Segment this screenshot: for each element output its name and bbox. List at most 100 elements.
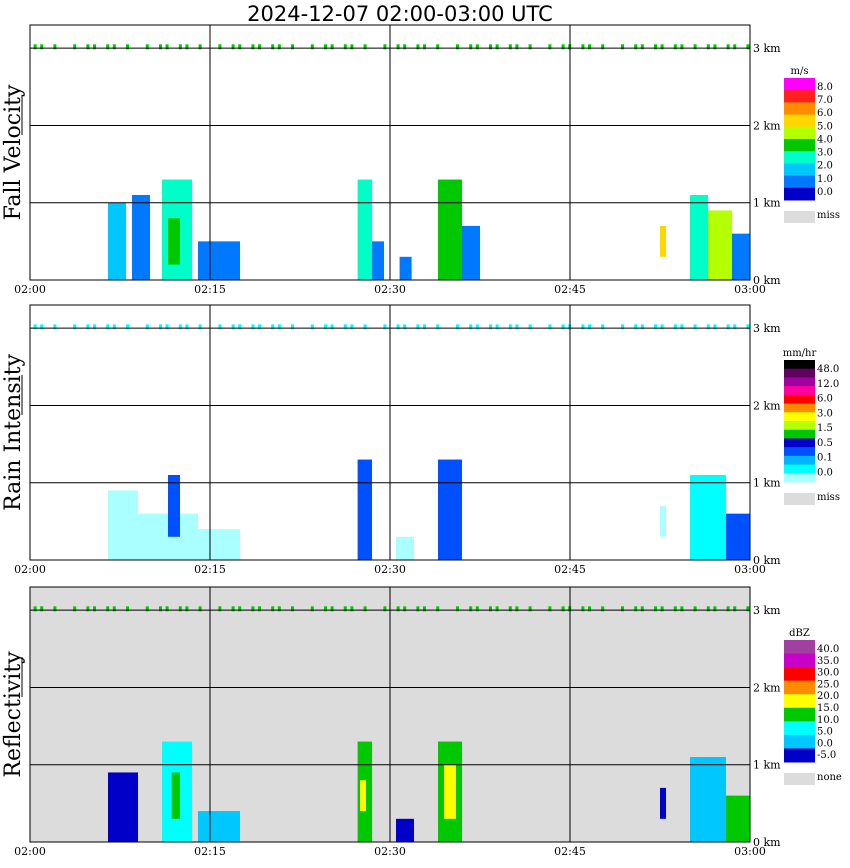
legend-swatch [784, 455, 815, 466]
rain-intensity-top-echo-mark [383, 324, 387, 330]
x-tick-label: 03:00 [734, 845, 766, 858]
fall-velocity-echo-cell [132, 195, 150, 280]
x-tick-label: 02:00 [14, 283, 46, 296]
reflectivity-top-echo-mark [680, 606, 684, 612]
rain-intensity-top-echo-mark [469, 324, 473, 330]
legend-swatch [784, 102, 815, 116]
reflectivity-top-echo-mark [165, 606, 169, 612]
fall-velocity-top-echo-mark [588, 44, 591, 50]
reflectivity-top-echo-mark [159, 606, 162, 612]
reflectivity-echo-cell [171, 772, 180, 819]
fall-velocity-top-echo-mark [403, 44, 407, 50]
fall-velocity-echo-cell [732, 233, 750, 280]
fall-velocity-top-echo-mark [53, 44, 57, 50]
fall-velocity-top-echo-mark [660, 44, 664, 50]
legend-unit: dBZ [789, 628, 810, 639]
legend-label: 20.0 [817, 691, 839, 702]
fall-velocity-top-echo-mark [654, 44, 657, 50]
legend-label: 15.0 [817, 703, 839, 714]
x-tick-label: 02:15 [194, 563, 226, 576]
rain-intensity-top-echo-mark [277, 324, 281, 330]
x-tick-label: 02:15 [194, 283, 226, 296]
legend-unit: mm/hr [783, 348, 817, 359]
y-tick-label: 0 km [753, 836, 781, 849]
rain-intensity-top-echo-mark [145, 324, 149, 330]
fall-velocity-top-echo-mark [673, 44, 677, 50]
x-tick-label: 02:45 [554, 845, 586, 858]
legend-label: 0.0 [817, 467, 833, 478]
legend-label: -5.0 [817, 750, 836, 761]
x-tick-label: 03:00 [734, 283, 766, 296]
fall-velocity-panel: 02:00 02:15 02:30 02:45 03:000 km 1 km 2 km 3 k… [1, 24, 840, 296]
rain-intensity-top-echo-mark [343, 324, 347, 330]
reflectivity-top-echo-mark [706, 606, 710, 612]
reflectivity-top-echo-mark [693, 606, 697, 612]
legend-miss-label: miss [817, 210, 840, 221]
reflectivity-echo-cell [360, 780, 366, 812]
reflectivity-top-echo-mark [581, 606, 585, 612]
rain-intensity-panel: 02:00 02:15 02:30 02:45 03:000 km 1 km 2 km 3 k… [1, 304, 840, 576]
reflectivity-top-echo-mark [423, 606, 426, 612]
fall-velocity-top-echo-mark [469, 44, 473, 50]
rain-intensity-top-echo-mark [660, 324, 664, 330]
legend-swatch [784, 394, 815, 405]
fall-velocity-echo-cell [372, 241, 384, 280]
fall-velocity-echo-cell [399, 256, 412, 280]
fall-velocity-top-echo-mark [86, 44, 90, 50]
legend-label: 4.0 [817, 134, 833, 145]
fall-velocity-top-echo-mark [271, 44, 275, 50]
reflectivity-echo-cell [660, 787, 666, 819]
rain-intensity-top-echo-mark [548, 324, 552, 330]
rain-intensity-top-echo-mark [159, 324, 162, 330]
reflectivity-top-echo-mark [178, 606, 182, 612]
fall-velocity-top-echo-mark [198, 44, 202, 50]
legend-swatch [784, 438, 815, 448]
rain-intensity-top-echo-mark [251, 324, 255, 330]
x-tick-label: 02:30 [374, 283, 406, 296]
reflectivity-top-echo-mark [350, 606, 354, 612]
reflectivity-top-echo-mark [733, 606, 737, 612]
rain-intensity-top-echo-mark [106, 324, 110, 330]
legend-swatch [784, 734, 815, 749]
rain-intensity-top-echo-mark [126, 324, 129, 330]
legend-label: 5.0 [817, 121, 833, 132]
rain-intensity-top-echo-mark [621, 324, 624, 330]
rain-intensity-top-echo-mark [33, 324, 37, 330]
reflectivity-top-echo-mark [73, 606, 77, 612]
legend-label: 8.0 [817, 82, 833, 93]
legend-swatch [784, 667, 815, 682]
rain-intensity-top-echo-mark [654, 324, 657, 330]
reflectivity-top-echo-mark [93, 606, 96, 612]
rain-intensity-top-echo-mark [581, 324, 585, 330]
reflectivity-top-echo-mark [218, 606, 222, 612]
fall-velocity-top-echo-mark [423, 44, 426, 50]
fall-velocity-top-echo-mark [489, 44, 492, 50]
rain-intensity-top-echo-mark [218, 324, 222, 330]
rain-intensity-echo-cell [438, 459, 462, 560]
x-tick-label: 03:00 [734, 563, 766, 576]
legend-miss-swatch [784, 493, 815, 505]
fall-velocity-top-echo-mark [324, 44, 327, 50]
rain-intensity-top-echo-mark [508, 324, 512, 330]
rain-intensity-top-echo-mark [713, 324, 717, 330]
fall-velocity-top-echo-mark [726, 44, 730, 50]
reflectivity-top-echo-mark [673, 606, 677, 612]
legend-swatch [784, 694, 815, 709]
legend-swatch [784, 412, 815, 422]
rain-intensity-top-echo-mark [475, 324, 479, 330]
rain-intensity-top-echo-mark [495, 324, 499, 330]
reflectivity-top-echo-mark [112, 606, 116, 612]
legend-label: 7.0 [817, 95, 833, 106]
legend-label: 48.0 [817, 364, 839, 375]
reflectivity-top-echo-mark [145, 606, 149, 612]
fall-velocity-top-echo-mark [277, 44, 281, 50]
legend-swatch [784, 360, 815, 370]
reflectivity-top-echo-mark [324, 606, 327, 612]
rain-intensity-top-echo-mark [350, 324, 354, 330]
reflectivity-top-echo-mark [403, 606, 407, 612]
fall-velocity-echo-cell [690, 195, 708, 280]
reflectivity-top-echo-mark [330, 606, 334, 612]
fall-velocity-top-echo-mark [528, 44, 532, 50]
fall-velocity-top-echo-mark [396, 44, 400, 50]
fall-velocity-top-echo-mark [159, 44, 162, 50]
